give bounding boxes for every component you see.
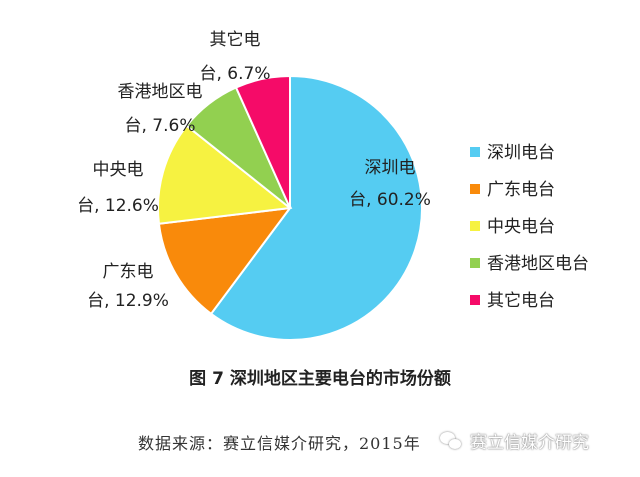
slice-label: 中央电 (93, 160, 144, 180)
slice-label: 台, 12.9% (87, 291, 169, 311)
chart-title: 图 7 深圳地区主要电台的市场份额 (189, 369, 451, 389)
legend-swatch (470, 295, 480, 305)
slice-label: 深圳电 (365, 158, 416, 178)
pie-slices (157, 74, 423, 341)
legend-entry: 其它电台 (487, 291, 555, 311)
data-source: 数据来源：赛立信媒介研究，2015年 (138, 434, 421, 453)
legend-swatch (470, 258, 480, 268)
pie-slice (209, 74, 423, 341)
slice-label: 台, 60.2% (349, 190, 431, 210)
watermark-text: 赛立信媒介研究 (470, 433, 589, 453)
legend-entry: 广东电台 (487, 180, 555, 200)
pie-slice (157, 124, 293, 225)
slice-label: 香港地区电 (118, 82, 203, 102)
pie-slice (234, 74, 291, 209)
legend-entry: 香港地区电台 (487, 254, 589, 274)
legend-swatch (470, 184, 480, 194)
slice-label: 台, 6.7% (200, 64, 271, 84)
wechat-icon (440, 431, 462, 450)
slice-labels: 深圳电台, 60.2%广东电台, 12.9%中央电台, 12.6%香港地区电台,… (77, 30, 431, 311)
slice-label: 台, 7.6% (125, 116, 196, 136)
legend-swatch (470, 147, 480, 157)
pie-slice (157, 206, 293, 316)
watermark: 赛立信媒介研究 (440, 428, 589, 453)
legend-swatch (470, 221, 480, 231)
slice-label: 广东电 (103, 262, 154, 282)
slice-label: 其它电 (210, 30, 261, 50)
slice-label: 台, 12.6% (77, 196, 159, 216)
legend-entry: 中央电台 (487, 217, 555, 237)
legend-entry: 深圳电台 (487, 143, 555, 163)
